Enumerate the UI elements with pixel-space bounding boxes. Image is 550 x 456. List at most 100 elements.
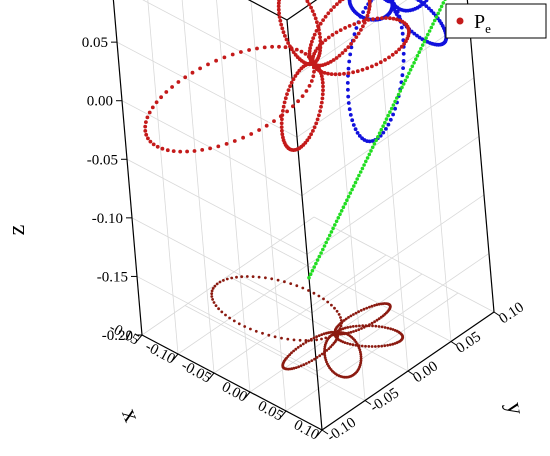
data-point bbox=[299, 344, 303, 348]
top-left-edge bbox=[247, 0, 288, 21]
y-tick-mark bbox=[407, 370, 415, 376]
data-point bbox=[230, 276, 234, 280]
series-x-y-projection bbox=[210, 275, 405, 379]
data-point bbox=[254, 329, 258, 333]
data-point bbox=[147, 110, 152, 115]
data-point bbox=[383, 344, 387, 348]
data-point bbox=[319, 100, 324, 105]
y-tick-mark bbox=[450, 341, 458, 346]
data-point bbox=[391, 112, 395, 117]
data-point bbox=[315, 338, 318, 342]
data-point bbox=[210, 295, 214, 298]
data-point bbox=[377, 131, 382, 135]
data-point bbox=[357, 310, 360, 314]
data-point bbox=[368, 323, 371, 326]
data-point bbox=[318, 109, 322, 113]
data-point bbox=[389, 106, 394, 111]
data-point bbox=[323, 349, 326, 353]
data-point bbox=[314, 121, 319, 126]
data-point bbox=[390, 52, 395, 57]
data-point bbox=[312, 125, 317, 130]
data-point bbox=[309, 79, 314, 83]
data-point bbox=[359, 359, 363, 363]
data-point bbox=[337, 0, 342, 4]
data-point bbox=[305, 362, 308, 365]
legend-marker bbox=[456, 17, 464, 25]
data-point bbox=[417, 35, 422, 40]
grid-line bbox=[121, 100, 303, 197]
data-point bbox=[414, 57, 418, 61]
y-tick-mark bbox=[321, 429, 329, 435]
data-point bbox=[345, 81, 350, 85]
data-point bbox=[176, 80, 181, 84]
data-point bbox=[281, 135, 285, 140]
data-point bbox=[280, 113, 285, 117]
data-point bbox=[346, 342, 349, 345]
data-point bbox=[354, 311, 358, 315]
data-point bbox=[357, 134, 362, 138]
data-point bbox=[302, 363, 306, 367]
data-point bbox=[160, 146, 165, 151]
data-point bbox=[315, 258, 320, 262]
data-point bbox=[346, 101, 351, 105]
data-point bbox=[277, 0, 281, 2]
data-point bbox=[200, 148, 205, 152]
data-point bbox=[281, 109, 285, 113]
data-point bbox=[328, 59, 333, 64]
data-point bbox=[334, 219, 339, 224]
data-point bbox=[320, 92, 325, 97]
data-point bbox=[237, 322, 241, 326]
data-point bbox=[264, 276, 267, 280]
data-point bbox=[262, 45, 267, 50]
data-point bbox=[391, 342, 395, 346]
data-point bbox=[309, 337, 313, 341]
data-point bbox=[331, 226, 335, 231]
data-point bbox=[318, 354, 322, 358]
data-point bbox=[374, 324, 378, 328]
grid-line bbox=[126, 158, 308, 255]
data-point bbox=[255, 46, 259, 51]
grid-line bbox=[311, 194, 485, 314]
data-point bbox=[340, 51, 345, 55]
data-point bbox=[391, 103, 396, 107]
data-point bbox=[403, 78, 408, 83]
data-point bbox=[364, 344, 367, 348]
x-tick-mark bbox=[208, 372, 215, 380]
data-point bbox=[365, 13, 370, 18]
data-point bbox=[324, 358, 328, 362]
data-point bbox=[380, 16, 384, 20]
data-point bbox=[298, 338, 302, 342]
data-point bbox=[365, 306, 369, 310]
data-point bbox=[313, 49, 318, 53]
data-point bbox=[419, 0, 423, 4]
data-point bbox=[400, 31, 405, 36]
data-point bbox=[429, 8, 434, 13]
grid-line bbox=[375, 0, 409, 372]
data-point bbox=[359, 28, 363, 32]
data-point bbox=[144, 132, 149, 137]
grid-line bbox=[216, 0, 251, 393]
data-point bbox=[289, 80, 294, 85]
data-point bbox=[443, 0, 447, 2]
grid-line bbox=[466, 0, 495, 313]
data-point bbox=[324, 240, 329, 245]
data-point bbox=[341, 205, 346, 209]
data-point bbox=[356, 344, 360, 348]
data-point bbox=[387, 55, 391, 60]
data-point bbox=[374, 138, 379, 143]
data-point bbox=[319, 104, 323, 109]
data-point bbox=[277, 15, 282, 19]
data-point bbox=[370, 64, 374, 69]
data-point bbox=[212, 301, 216, 304]
data-point bbox=[419, 46, 423, 51]
data-point bbox=[326, 11, 331, 16]
data-point bbox=[397, 47, 401, 52]
data-point bbox=[347, 316, 350, 319]
data-point bbox=[290, 351, 293, 355]
data-point bbox=[359, 350, 362, 354]
data-point bbox=[399, 25, 404, 30]
data-point bbox=[383, 58, 387, 62]
data-point bbox=[373, 320, 376, 324]
data-point bbox=[296, 99, 300, 104]
data-point bbox=[349, 325, 352, 329]
